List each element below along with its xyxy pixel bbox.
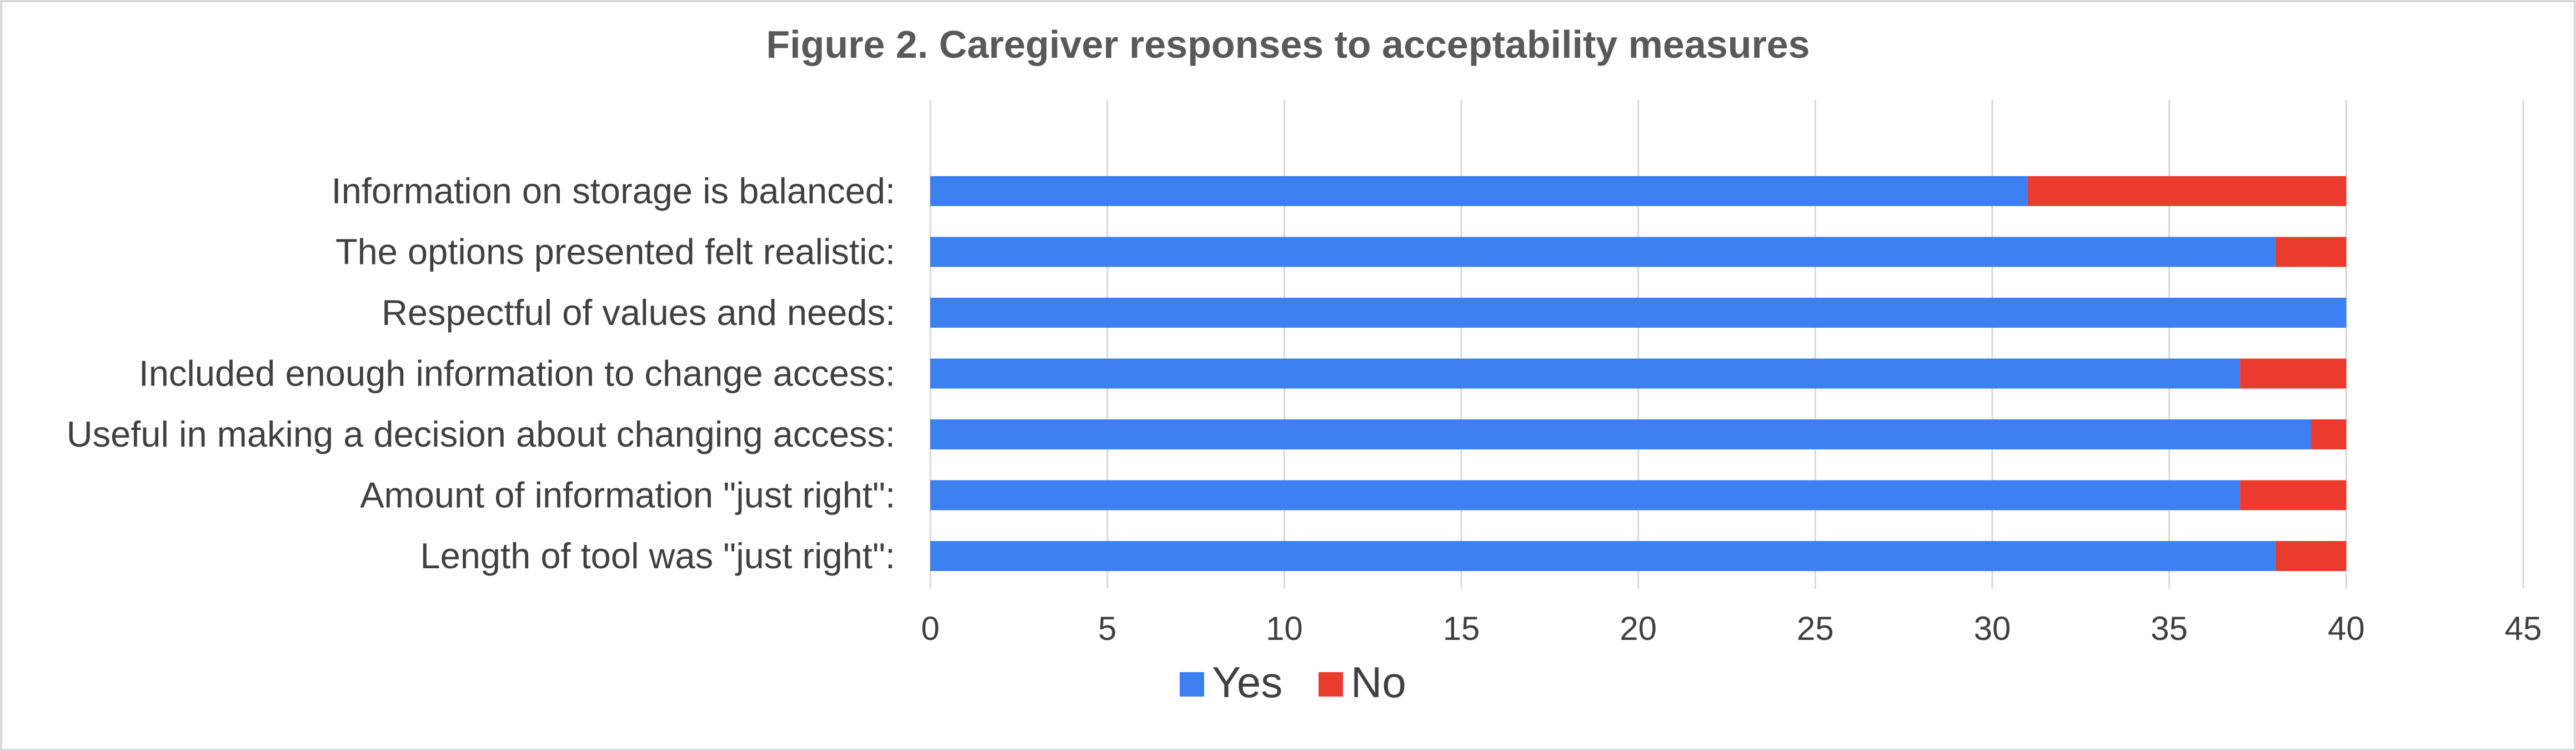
chart-title: Figure 2. Caregiver responses to accepta… [766, 23, 1810, 66]
x-tick-label: 15 [1443, 610, 1480, 647]
x-tick-label: 40 [2328, 610, 2365, 647]
x-tick-label: 25 [1797, 610, 1834, 647]
x-tick-label: 10 [1266, 610, 1303, 647]
x-axis-tick-labels: 0 5 10 15 20 25 30 35 40 45 [921, 610, 2542, 647]
bar-yes-3 [930, 358, 2241, 389]
legend-label-yes: Yes [1212, 658, 1282, 707]
category-labels: Information on storage is balanced: The o… [67, 171, 895, 576]
x-tick-label: 5 [1098, 610, 1116, 647]
legend-swatch-no [1319, 672, 1343, 697]
x-tick-label: 0 [921, 610, 939, 647]
bar-no-3 [2240, 358, 2347, 389]
category-label: The options presented felt realistic: [335, 232, 895, 272]
category-label: Information on storage is balanced: [332, 171, 895, 211]
x-tick-label: 20 [1620, 610, 1657, 647]
x-tick-label: 30 [1974, 610, 2011, 647]
x-tick-label: 35 [2151, 610, 2188, 647]
bars [930, 176, 2347, 571]
bar-yes-2 [930, 298, 2347, 328]
bar-no-0 [2027, 176, 2347, 206]
category-label: Useful in making a decision about changi… [67, 414, 895, 454]
category-label: Amount of information "just right": [360, 475, 895, 515]
bar-yes-6 [930, 541, 2276, 571]
legend-swatch-yes [1180, 672, 1204, 697]
bar-yes-5 [930, 480, 2241, 510]
legend-label-no: No [1351, 658, 1406, 707]
category-label: Included enough information to change ac… [139, 353, 895, 394]
category-label: Respectful of values and needs: [382, 292, 895, 333]
gridlines [929, 100, 2524, 589]
bar-no-4 [2311, 419, 2347, 449]
bar-yes-4 [930, 419, 2311, 449]
bar-yes-0 [930, 176, 2028, 206]
x-tick-label: 45 [2505, 610, 2542, 647]
bar-yes-1 [930, 237, 2276, 267]
bar-no-6 [2275, 541, 2347, 571]
category-label: Length of tool was "just right": [420, 535, 895, 576]
legend: Yes No [1180, 658, 1406, 707]
bar-no-5 [2240, 480, 2347, 510]
bar-no-1 [2275, 237, 2347, 267]
